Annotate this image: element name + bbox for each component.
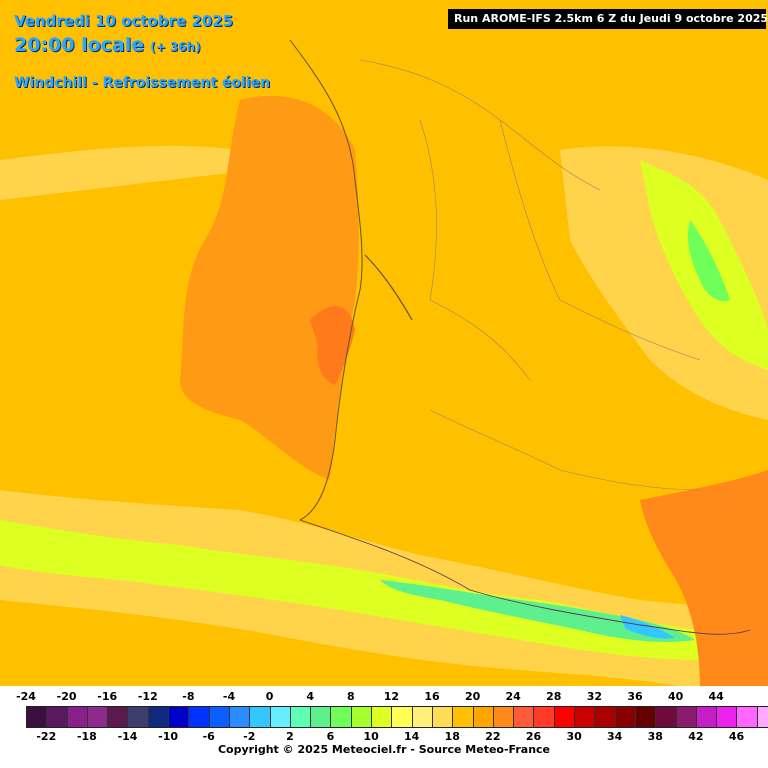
scale-swatch [311,707,332,727]
forecast-date: Vendredi 10 octobre 2025 [14,12,234,30]
northern-sea [0,0,300,190]
scale-swatch [432,707,454,727]
forecast-offset: (+ 36h) [150,40,201,54]
parameter-title: Windchill - Refroissement éolien [14,75,271,91]
scale-tick-top: -4 [222,690,236,703]
forecast-time-label: 20:00 locale [14,34,145,56]
scale-tick-bottom: -18 [76,730,97,743]
scale-tick-top: 16 [424,690,440,703]
scale-swatch [635,707,657,727]
scale-tick-bottom: 34 [607,730,623,743]
scale-tick-bottom: 6 [326,730,335,743]
scale-tick-top: 20 [464,690,481,703]
landes-warm-spot [310,306,355,385]
scale-tick-bottom: 2 [286,730,294,743]
admin-borders [359,59,701,491]
scale-swatch [250,707,271,727]
scale-swatch [27,707,48,727]
scale-swatch [209,707,230,727]
scale-swatch [656,707,677,727]
scale-swatch [108,707,129,727]
scale-swatch [737,707,758,727]
scale-swatch [229,707,251,727]
scale-tick-bottom: -14 [117,730,138,743]
spain-lowlands [0,600,700,690]
scale-tick-top: 4 [306,690,315,703]
pyrenees-peaks [620,615,675,639]
mediterranean-warm-zone [640,470,768,690]
scale-tick-top: -12 [137,690,158,703]
scale-swatch [717,707,738,727]
scale-swatch [67,707,88,727]
scale-tick-bottom: 30 [566,730,582,743]
scale-tick-bottom: 14 [404,730,420,743]
scale-tick-bottom: 46 [728,730,745,743]
scale-tick-top: -24 [16,690,36,703]
run-info-banner: Run AROME-IFS 2.5km 6 Z du Jeudi 9 octob… [448,9,768,29]
scale-tick-top: 12 [383,690,400,703]
scale-tick-top: 40 [667,690,684,703]
pyrenees-cool-band [0,520,700,660]
scale-swatch [372,707,393,727]
scale-tick-bottom: 38 [647,730,663,743]
scale-swatch [453,707,474,727]
scale-swatch [595,707,616,727]
massif-cold-core [688,220,730,302]
scale-swatch [189,707,210,727]
gironde-estuary [364,254,413,321]
scale-tick-bottom: 26 [525,730,542,743]
scale-swatch [148,707,170,727]
scale-swatch [534,707,555,727]
scale-swatch [87,707,109,727]
scale-swatch [47,707,68,727]
scale-tick-top: -16 [97,690,118,703]
scale-tick-top: -20 [56,690,77,703]
scale-tick-bottom: -2 [243,730,256,743]
scale-tick-top: 36 [627,690,643,703]
scale-swatch [392,707,413,727]
scale-swatch [473,707,494,727]
scale-tick-bottom: 22 [485,730,501,743]
scale-tick-bottom: 10 [363,730,379,743]
scale-tick-top: 24 [505,690,521,703]
scale-tick-bottom: -22 [36,730,57,743]
scale-swatch [575,707,596,727]
scale-swatch [493,707,515,727]
scale-tick-bottom: 18 [444,730,460,743]
copyright-text: Copyright © 2025 Meteociel.fr - Source M… [217,743,551,756]
scale-tick-top: 0 [265,690,274,703]
scale-swatch [696,707,718,727]
scale-tick-bottom: -10 [158,730,179,743]
forecast-time: 20:00 locale (+ 36h) [14,34,201,56]
scale-swatch [331,707,352,727]
scale-swatch [412,707,433,727]
scale-swatch [676,707,697,727]
scale-swatch [128,707,149,727]
scale-swatch [615,707,636,727]
scale-swatch [757,707,768,727]
scale-swatch [351,707,373,727]
scale-tick-top: 28 [546,690,562,703]
scale-swatch [290,707,312,727]
color-scale [26,706,768,728]
scale-tick-top: 32 [586,690,603,703]
scale-swatch [514,707,535,727]
scale-swatch [270,707,291,727]
scale-tick-bottom: 42 [688,730,704,743]
scale-tick-top: 8 [346,690,355,703]
scale-tick-top: -8 [182,690,195,703]
scale-tick-top: 44 [708,690,724,703]
coastline [289,39,363,521]
france-spain-border [299,519,751,635]
scale-swatch [169,707,190,727]
atlantic-warm-zone [180,95,359,481]
sea-band-light [0,145,255,200]
scale-swatch [554,707,576,727]
scale-tick-bottom: -6 [202,730,215,743]
pyrenees-cold-ridge [380,580,695,642]
